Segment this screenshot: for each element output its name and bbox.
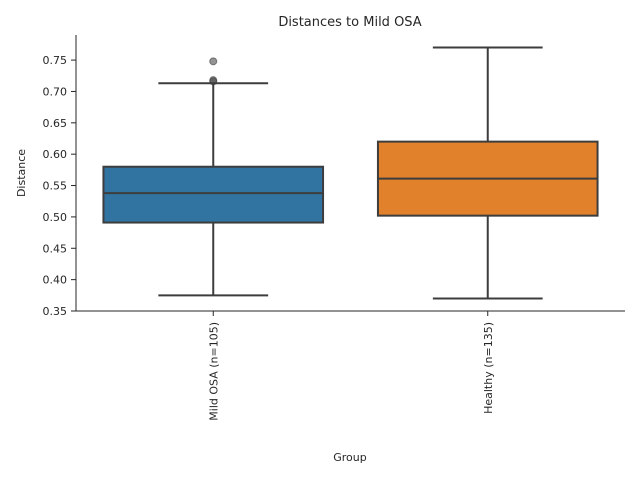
y-tick-label: 0.60 — [43, 148, 68, 161]
y-tick-label: 0.55 — [43, 180, 68, 193]
y-tick-label: 0.45 — [43, 242, 68, 255]
outlier-point — [209, 57, 218, 66]
y-axis-label: Distance — [15, 149, 28, 197]
x-axis-ticks: Mild OSA (n=105) Healthy (n=135) — [207, 311, 495, 421]
chart-title: Distances to Mild OSA — [278, 15, 421, 30]
x-tick-label: Healthy (n=135) — [482, 322, 495, 414]
y-tick-label: 0.35 — [43, 305, 68, 318]
box-group — [376, 46, 599, 300]
y-tick-label: 0.75 — [43, 54, 68, 67]
box-iqr — [102, 165, 325, 224]
y-tick-label: 0.70 — [43, 85, 68, 98]
y-axis-ticks: 0.35 0.40 0.45 0.50 0.55 0.60 0.65 0.70 0.75 — [43, 54, 76, 318]
y-tick-label: 0.65 — [43, 117, 68, 130]
x-axis-label: Group — [333, 451, 367, 464]
outlier-point — [209, 76, 218, 85]
x-tick-label: Mild OSA (n=105) — [207, 322, 220, 421]
box-group — [102, 57, 325, 297]
plot-area — [102, 46, 599, 300]
y-tick-label: 0.40 — [43, 274, 68, 287]
y-tick-label: 0.50 — [43, 211, 68, 224]
